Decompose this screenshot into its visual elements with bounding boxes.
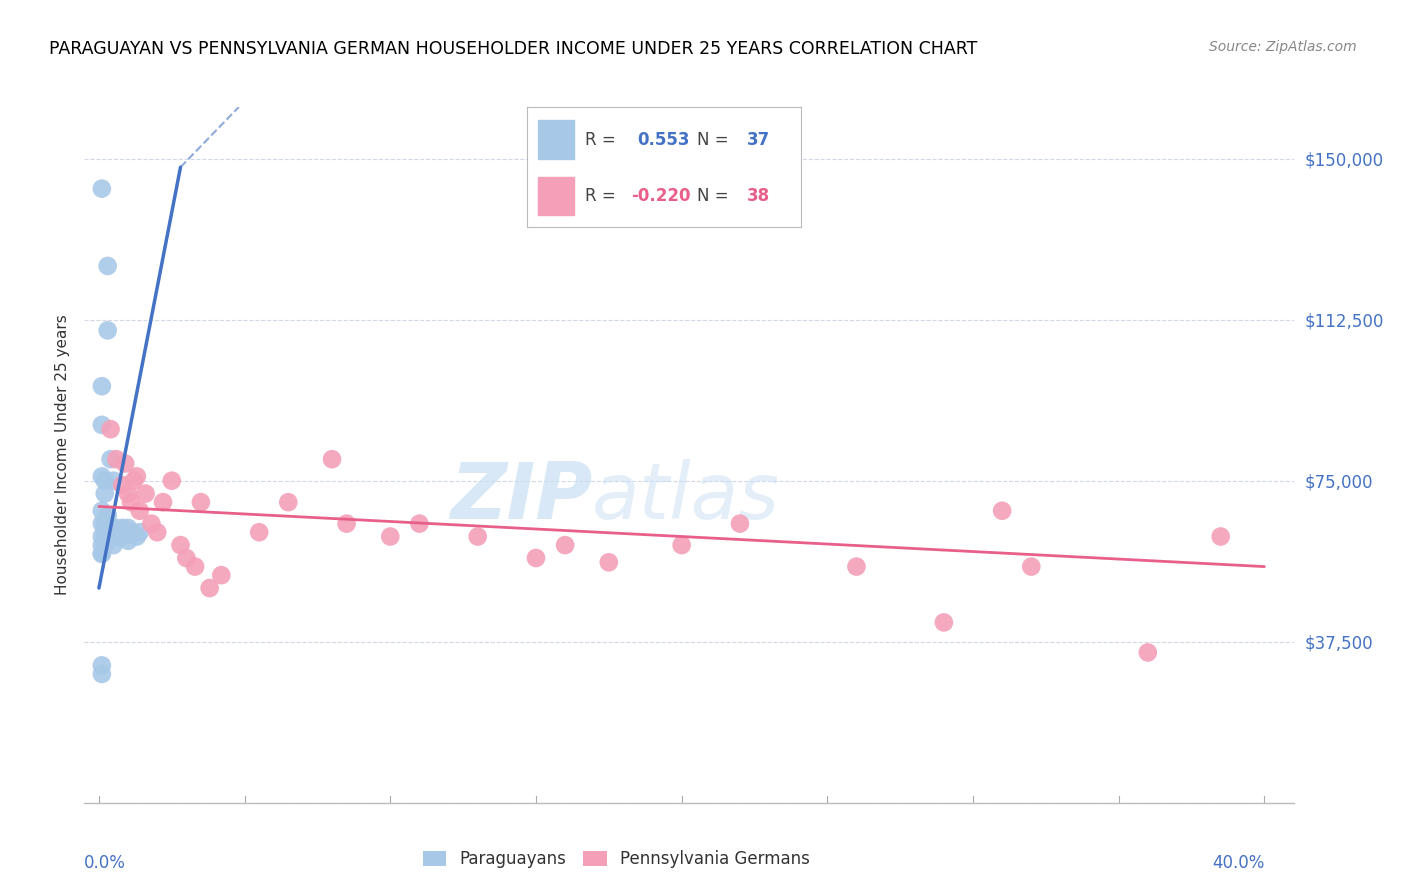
Point [90,529,112,543]
Point [117,521,139,535]
Point [97,323,120,337]
Point [1136,645,1159,659]
Point [152,495,174,509]
Point [94,474,117,488]
Text: N =: N = [697,130,734,149]
Point [100,422,122,436]
Point [111,478,134,492]
Point [111,529,134,543]
Point [94,525,117,540]
Point [120,495,142,509]
Point [117,533,139,548]
Text: ZIP: ZIP [450,458,592,534]
Text: -0.220: -0.220 [631,187,690,205]
Y-axis label: Householder Income Under 25 years: Householder Income Under 25 years [55,315,70,595]
Point [169,538,191,552]
Point [122,474,145,488]
Point [90,469,112,483]
Point [321,452,343,467]
Point [728,516,751,531]
Point [467,529,489,543]
Point [141,516,163,531]
Point [247,525,270,540]
Point [90,504,112,518]
Point [336,516,359,531]
Text: 38: 38 [747,187,769,205]
Point [932,615,955,630]
Point [190,495,212,509]
Text: atlas: atlas [592,458,780,534]
Point [90,417,112,432]
Text: N =: N = [697,187,734,205]
Point [598,555,620,569]
Point [209,568,232,582]
Point [100,452,122,467]
Point [97,525,120,540]
Point [108,529,131,543]
Point [90,516,112,531]
Point [100,529,122,543]
Point [184,559,207,574]
Point [114,457,136,471]
Point [991,504,1014,518]
Point [94,516,117,531]
Point [90,181,112,195]
Point [1209,529,1232,543]
Text: 0.553: 0.553 [637,130,689,149]
Point [135,486,157,500]
Point [554,538,576,552]
Point [524,551,547,566]
Point [277,495,299,509]
Point [125,529,148,543]
Point [198,581,221,595]
Point [90,538,112,552]
Text: PARAGUAYAN VS PENNSYLVANIA GERMAN HOUSEHOLDER INCOME UNDER 25 YEARS CORRELATION : PARAGUAYAN VS PENNSYLVANIA GERMAN HOUSEH… [49,40,977,58]
Point [128,504,150,518]
Text: 37: 37 [747,130,770,149]
Point [105,521,128,535]
Text: 40.0%: 40.0% [1212,855,1264,872]
Point [120,525,142,540]
Point [97,259,120,273]
Point [176,551,198,566]
Point [845,559,868,574]
Text: R =: R = [585,130,621,149]
Point [108,525,131,540]
Text: R =: R = [585,187,621,205]
Point [125,469,148,483]
Point [408,516,430,531]
Legend: Paraguayans, Pennsylvania Germans: Paraguayans, Pennsylvania Germans [416,843,817,874]
Point [117,486,139,500]
Point [103,538,125,552]
Point [103,474,125,488]
Point [94,486,117,500]
Bar [538,177,574,216]
Point [90,379,112,393]
Point [1019,559,1042,574]
Text: Source: ZipAtlas.com: Source: ZipAtlas.com [1209,40,1357,54]
Point [90,658,112,673]
Point [90,547,112,561]
Point [105,452,128,467]
Point [111,521,134,535]
Point [103,521,125,535]
Point [380,529,402,543]
Point [94,538,117,552]
Point [97,508,120,522]
Point [90,667,112,681]
Point [128,525,150,540]
Point [671,538,693,552]
Point [90,547,112,561]
Bar [538,120,574,159]
Text: 0.0%: 0.0% [84,855,127,872]
Point [160,474,183,488]
Point [105,529,128,543]
Point [146,525,169,540]
